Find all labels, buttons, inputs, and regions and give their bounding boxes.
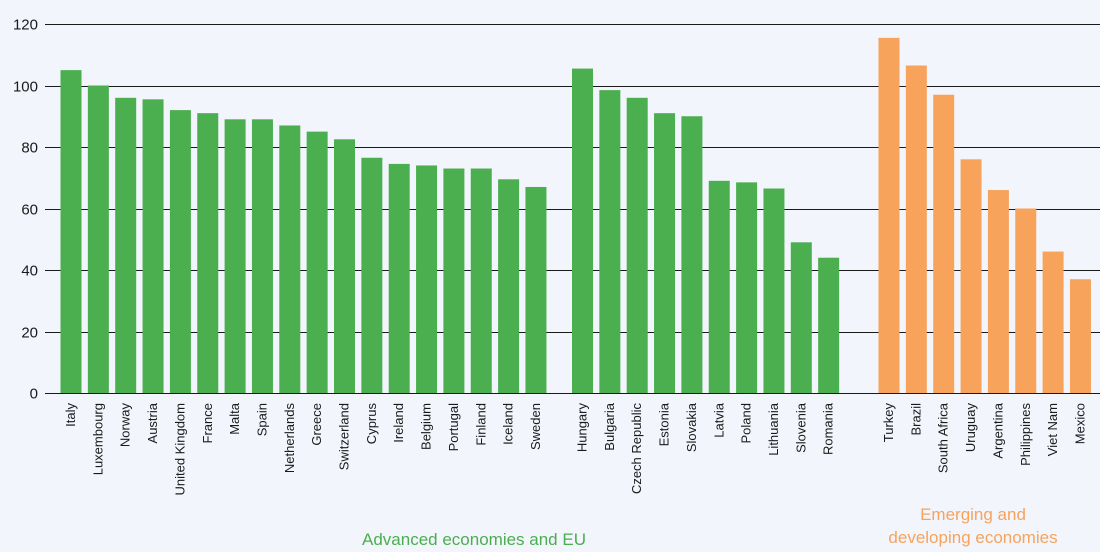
bar-iceland [498, 179, 520, 393]
category-label: Slovenia [793, 402, 808, 453]
category-label: Iceland [501, 403, 516, 445]
bar-estonia [654, 113, 676, 394]
category-label: Malta [227, 402, 242, 435]
bar-poland [736, 182, 758, 393]
bar-portugal [443, 168, 465, 393]
bar-romania [818, 257, 840, 393]
category-label: Viet Nam [1045, 403, 1060, 456]
bar-ireland [388, 163, 410, 393]
category-label: Sweden [528, 403, 543, 450]
bar-cyprus [361, 157, 383, 393]
category-label: South Africa [936, 402, 951, 473]
category-label: Portugal [446, 403, 461, 452]
group-label-line: developing economies [888, 528, 1057, 547]
bar-argentina [987, 190, 1009, 393]
bar-brazil [905, 65, 927, 393]
category-label: France [200, 403, 215, 443]
bar-mexico [1069, 279, 1091, 393]
group-labels: Advanced economies and EU Emerging and dev… [362, 505, 1058, 549]
category-label: Hungary [575, 403, 590, 453]
bar-united-kingdom [169, 110, 191, 393]
bar-malta [224, 119, 246, 393]
category-label: Austria [145, 402, 160, 443]
bar-turkey [878, 37, 900, 394]
category-label: Italy [63, 403, 78, 427]
group-label-line: Emerging and [920, 505, 1026, 524]
bar-greece [306, 131, 328, 393]
bar-france [197, 113, 219, 394]
bar-finland [470, 168, 492, 393]
category-label: Luxembourg [90, 403, 105, 475]
bar-hungary [572, 68, 593, 394]
y-tick-label: 0 [30, 386, 38, 403]
y-tick-label: 60 [21, 202, 38, 219]
bar-norway [115, 97, 137, 394]
bar-south-africa [933, 94, 955, 393]
y-tick-label: 20 [21, 325, 38, 342]
category-label: Norway [118, 403, 133, 448]
bar-lithuania [763, 188, 785, 393]
bar-spain [251, 119, 273, 393]
bar-sweden [525, 186, 547, 393]
category-label: Philippines [1018, 403, 1033, 466]
category-label: Netherlands [282, 403, 297, 474]
category-label: Slovakia [684, 402, 699, 452]
category-label: Lithuania [766, 402, 781, 456]
category-label: Switzerland [337, 403, 352, 470]
category-label: Uruguay [963, 403, 978, 453]
category-label: Latvia [711, 402, 726, 437]
category-label: Greece [309, 403, 324, 446]
bars [60, 37, 1091, 394]
category-label: Argentina [990, 402, 1005, 458]
bar-philippines [1015, 208, 1037, 393]
category-label: Cyprus [364, 403, 379, 445]
category-label: Ireland [391, 403, 406, 443]
category-label: Turkey [881, 403, 896, 443]
y-tick-label: 40 [21, 263, 38, 280]
category-label: Finland [473, 403, 488, 446]
bar-slovakia [681, 116, 703, 393]
y-axis-tick-labels: 0 20 40 60 80 100 120 [13, 17, 38, 403]
y-tick-label: 120 [13, 17, 38, 34]
category-label: Bulgaria [602, 402, 617, 450]
group-label-line: Advanced economies and EU [362, 530, 586, 549]
bar-latvia [708, 180, 730, 393]
category-label: Czech Republic [629, 403, 644, 495]
bar-czech-republic [626, 97, 648, 394]
category-labels: Italy Luxembourg Norway Austria United Kingd… [63, 402, 1087, 495]
bar-belgium [416, 165, 438, 393]
category-label: Poland [739, 403, 754, 443]
y-tick-label: 80 [21, 140, 38, 157]
bar-viet-nam [1042, 251, 1064, 393]
category-label: Estonia [657, 402, 672, 446]
category-label: United Kingdom [172, 403, 187, 496]
category-label: Mexico [1072, 403, 1087, 444]
bar-bulgaria [599, 90, 621, 394]
category-label: Belgium [419, 403, 434, 450]
bar-italy [60, 70, 82, 393]
bar-switzerland [334, 139, 355, 393]
bar-austria [142, 99, 164, 394]
y-tick-label: 100 [13, 79, 38, 96]
bar-uruguay [960, 159, 982, 393]
bar-luxembourg [87, 85, 109, 393]
group-label: Advanced economies and EU [362, 530, 586, 549]
category-label: Romania [821, 402, 836, 455]
group-label: Emerging and developing economies [888, 505, 1057, 547]
category-label: Brazil [908, 403, 923, 436]
bar-netherlands [279, 125, 301, 393]
category-label: Spain [254, 403, 269, 436]
bar-slovenia [790, 242, 812, 393]
